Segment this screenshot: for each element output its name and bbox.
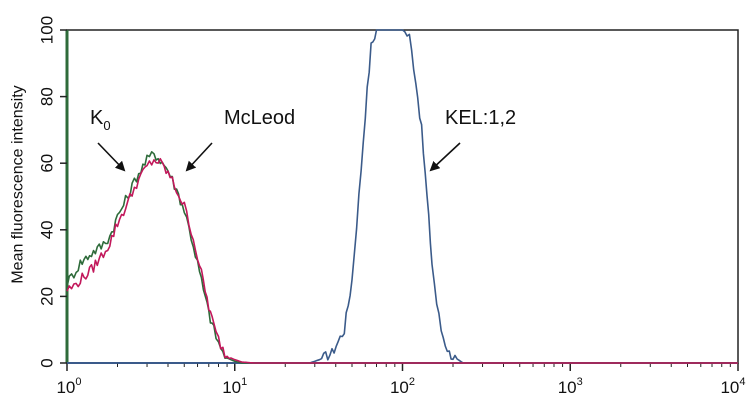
annotation-label: KEL:1,2 [445,107,516,129]
x-tick-label: 102 [390,376,415,397]
annotation-arrow [97,142,126,172]
plot-area [65,29,739,364]
y-tick-label: 40 [38,220,57,239]
annotation-group: K0 McLeod KEL:1,2 [90,107,516,172]
y-tick-label: 100 [38,16,57,44]
y-tick-label: 0 [38,358,57,367]
y-axis-title: Mean fluorescence intensity [10,85,27,283]
y-tick-label: 20 [38,287,57,306]
histogram-series-3 [66,157,738,364]
y-tick-label: 80 [38,87,57,106]
x-tick-label: 101 [222,376,247,397]
annotation-arrow [185,142,213,172]
y-axis-ticks: 0 20 40 60 80 100 [38,16,67,368]
x-tick-label: 104 [720,376,745,397]
annotation-arrow [429,142,461,172]
series-group [66,29,738,364]
x-tick-label: 103 [558,376,583,397]
plot-frame [66,29,739,364]
annotation-label: McLeod [224,107,295,129]
x-tick-label: 100 [56,376,81,397]
histogram-series-2 [66,151,738,364]
annotation-label: K0 [90,107,111,133]
x-axis-ticks: 100 101 102 103 104 [56,363,746,397]
histogram-series-1 [67,29,738,364]
y-tick-label: 60 [38,154,57,173]
